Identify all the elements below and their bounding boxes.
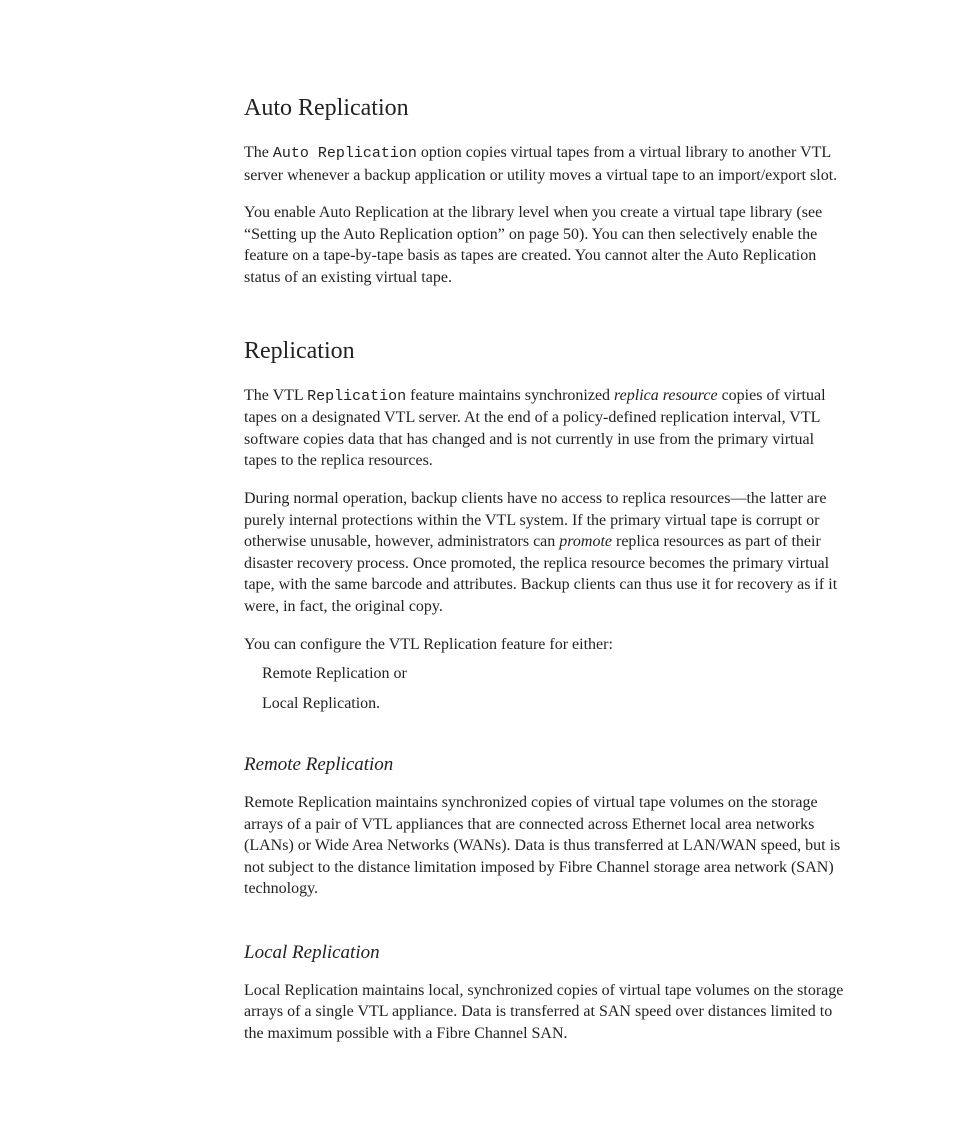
emphasis-run: replica resource — [614, 387, 718, 404]
text-run: feature maintains synchronized — [406, 387, 614, 404]
section-remote-replication: Remote Replication Remote Replication ma… — [244, 752, 844, 900]
option-list: Remote Replication or Local Replication. — [244, 663, 844, 714]
spacer — [244, 916, 844, 940]
section-auto-replication: Auto Replication The Auto Replication op… — [244, 92, 844, 289]
list-item: Local Replication. — [262, 693, 844, 715]
paragraph: Local Replication maintains local, synch… — [244, 980, 844, 1045]
paragraph: During normal operation, backup clients … — [244, 488, 844, 618]
text-run: The VTL — [244, 387, 307, 404]
list-item: Remote Replication or — [262, 663, 844, 685]
heading-remote-replication: Remote Replication — [244, 752, 844, 778]
heading-local-replication: Local Replication — [244, 940, 844, 966]
text-run: The — [244, 144, 273, 161]
paragraph: Remote Replication maintains synchronize… — [244, 792, 844, 900]
code-run: Auto Replication — [273, 145, 417, 162]
paragraph: The Auto Replication option copies virtu… — [244, 142, 844, 186]
paragraph: The VTL Replication feature maintains sy… — [244, 385, 844, 472]
code-run: Replication — [307, 388, 406, 405]
section-replication: Replication The VTL Replication feature … — [244, 335, 844, 715]
section-local-replication: Local Replication Local Replication main… — [244, 940, 844, 1044]
spacer — [244, 722, 844, 752]
paragraph: You enable Auto Replication at the libra… — [244, 202, 844, 288]
heading-replication: Replication — [244, 335, 844, 367]
paragraph: You can configure the VTL Replication fe… — [244, 634, 844, 656]
heading-auto-replication: Auto Replication — [244, 92, 844, 124]
spacer — [244, 305, 844, 335]
emphasis-run: promote — [559, 533, 612, 550]
document-page: Auto Replication The Auto Replication op… — [0, 0, 954, 1140]
